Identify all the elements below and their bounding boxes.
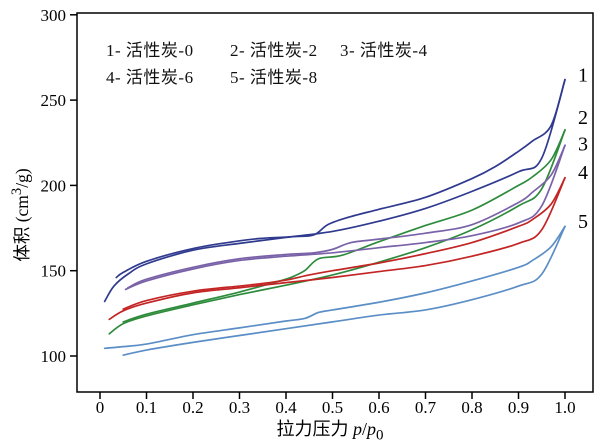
isotherm-curves [103,78,566,356]
x-axis-title-slash: / [361,419,367,439]
curve-label-3: 3 [578,134,588,156]
x-tick-label: 0.9 [508,398,529,417]
y-axis-title: 体积 (cm3/g) [9,125,33,305]
x-axis-title-sub0: 0 [376,427,384,444]
curve-1-desorption [115,78,566,279]
x-tick-label: 0.5 [322,398,343,417]
x-tick-label: 1.0 [554,398,575,417]
x-tick-label: 0 [96,398,105,417]
curve-number-labels: 1 2 3 4 5 [578,65,588,234]
y-tick-label: 200 [41,176,67,195]
x-tick-label: 0.7 [415,398,437,417]
x-tick-label: 0.4 [275,398,297,417]
x-axis-title: 拉力压力 p/p0 [220,415,440,445]
x-axis-title-cn: 拉力压力 [276,419,349,439]
y-axis-title-prefix: 体积 (cm [12,195,32,262]
legend-item-3: 3- 活性炭-4 [340,41,428,60]
curve-4-adsorption [108,176,566,321]
curve-label-2: 2 [578,107,588,129]
x-tick-label: 0.8 [461,398,482,417]
curve-2-adsorption [108,129,566,335]
curve-2-desorption [122,129,566,323]
x-axis-title-p2: p [367,419,376,439]
legend-item-2: 2- 活性炭-2 [230,41,318,60]
curve-5-desorption [103,225,566,350]
y-axis-ticks: 100 150 200 250 300 [41,6,77,366]
x-axis-title-p1: p [352,419,362,439]
y-axis-title-suffix: /g) [12,168,32,188]
curve-label-1: 1 [578,65,588,87]
curve-label-4: 4 [578,162,588,184]
y-tick-label: 250 [41,91,67,110]
x-tick-label: 0.6 [368,398,389,417]
x-axis-ticks: 0 0.1 0.2 0.3 0.4 0.5 0.6 0.7 0.8 0.9 1.0 [96,392,576,417]
legend-item-1: 1- 活性炭-0 [106,41,194,60]
legend-item-5: 5- 活性炭-8 [230,68,318,87]
curve-label-5: 5 [578,211,588,233]
curve-3-desorption [127,144,566,289]
y-tick-label: 150 [41,262,67,281]
y-tick-label: 300 [41,6,67,25]
x-tick-label: 0.2 [182,398,203,417]
y-axis-title-sup3: 3 [9,187,26,196]
x-tick-label: 0.3 [229,398,250,417]
legend-item-4: 4- 活性炭-6 [106,68,194,87]
curve-5-adsorption [122,225,566,356]
x-tick-label: 0.1 [136,398,157,417]
curve-3-adsorption [124,144,566,291]
y-tick-label: 100 [41,347,67,366]
curve-1-adsorption [103,78,566,303]
plot-frame [76,12,594,393]
curve-4-desorption [122,176,566,310]
